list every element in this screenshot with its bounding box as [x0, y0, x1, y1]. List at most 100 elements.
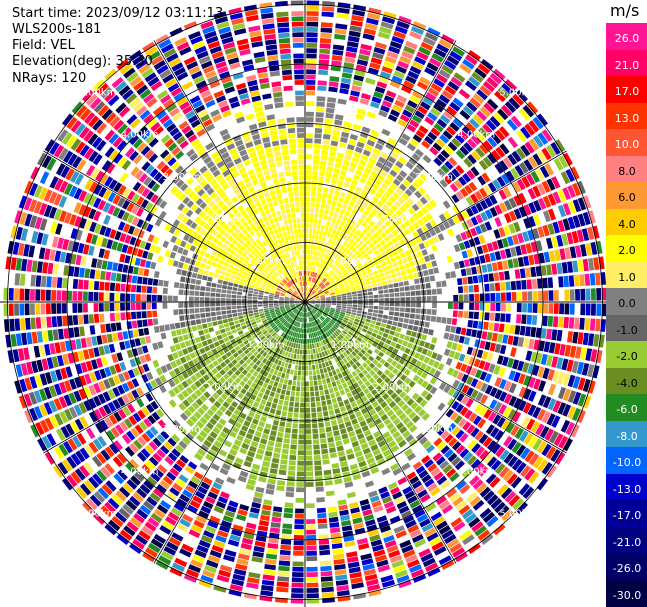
gate-cell	[408, 216, 416, 224]
gate-cell	[536, 113, 548, 127]
gate-cell	[479, 143, 490, 155]
gate-cell	[210, 287, 216, 293]
gate-cell	[264, 389, 271, 396]
gate-cell	[524, 141, 535, 154]
gate-cell	[357, 273, 363, 278]
gate-cell	[482, 156, 493, 168]
gate-cell	[231, 294, 237, 298]
gate-cell	[305, 423, 311, 429]
gate-cell	[389, 330, 395, 336]
gate-cell	[272, 511, 282, 518]
gate-cell	[321, 400, 327, 406]
gate-cell	[472, 320, 479, 329]
gate-cell	[486, 242, 494, 252]
gate-cell	[293, 545, 304, 551]
gate-cell	[346, 491, 356, 499]
gate-cell	[216, 334, 223, 341]
gate-cell	[316, 101, 325, 107]
gate-cell	[393, 282, 399, 288]
gate-cell	[306, 85, 316, 91]
gate-cell	[332, 425, 339, 431]
gate-cell	[406, 268, 412, 274]
gate-cell	[267, 440, 275, 447]
gate-cell	[352, 294, 358, 297]
gate-cell	[436, 118, 448, 129]
gate-cell	[379, 239, 386, 246]
gate-cell	[568, 275, 575, 287]
gate-cell	[387, 232, 395, 240]
gate-cell	[389, 297, 395, 302]
gate-cell	[368, 134, 378, 142]
gate-cell	[425, 315, 431, 322]
gate-cell	[590, 241, 598, 255]
gate-cell	[314, 128, 323, 134]
gate-cell	[346, 392, 353, 399]
gate-cell	[316, 106, 325, 113]
gate-cell	[306, 69, 316, 75]
gate-cell	[41, 275, 47, 288]
gate-cell	[136, 398, 145, 408]
gate-cell	[460, 327, 467, 336]
gate-cell	[321, 144, 329, 151]
gate-cell	[522, 303, 527, 313]
gate-cell	[333, 403, 339, 409]
gate-cell	[518, 192, 527, 204]
gate-cell	[306, 80, 316, 85]
gate-cell	[372, 231, 379, 238]
gate-cell	[404, 219, 412, 227]
gate-cell	[339, 191, 346, 198]
gate-cell	[310, 249, 313, 255]
gate-cell	[433, 103, 444, 113]
gate-cell	[322, 288, 328, 292]
gate-cell	[343, 476, 352, 483]
gate-cell	[552, 316, 559, 328]
gate-cell	[265, 488, 275, 495]
gate-cell	[14, 273, 21, 286]
gate-cell	[581, 363, 590, 376]
gate-cell	[279, 555, 291, 561]
gate-cell	[85, 337, 93, 347]
gate-cell	[335, 574, 348, 581]
gate-cell	[484, 197, 493, 208]
gate-cell	[398, 15, 412, 25]
gate-cell	[453, 302, 459, 310]
gate-cell	[559, 303, 565, 315]
gate-cell	[340, 82, 350, 90]
gate-cell	[550, 142, 561, 155]
gate-cell	[323, 384, 328, 390]
gate-cell	[389, 80, 401, 89]
gate-cell	[440, 149, 450, 159]
gate-cell	[375, 242, 382, 249]
gate-cell	[372, 224, 380, 231]
gate-cell	[494, 163, 504, 174]
gate-cell	[254, 430, 262, 438]
gate-cell	[456, 213, 465, 222]
gate-cell	[329, 150, 336, 157]
gate-cell	[326, 431, 333, 438]
gate-cell	[282, 367, 287, 373]
gate-cell	[561, 358, 569, 371]
gate-cell	[327, 436, 334, 443]
gate-cell	[282, 384, 287, 390]
gate-cell	[487, 182, 497, 193]
gate-cell	[365, 281, 371, 286]
gate-cell	[331, 135, 340, 142]
gate-cell	[310, 202, 315, 208]
gate-cell	[559, 248, 566, 260]
gate-cell	[247, 299, 253, 302]
gate-cell	[552, 221, 560, 234]
gate-cell	[252, 307, 258, 310]
gate-cell	[492, 179, 502, 190]
gate-cell	[387, 320, 393, 325]
gate-cell	[326, 304, 331, 306]
gate-cell	[521, 280, 527, 290]
gate-cell	[387, 114, 398, 123]
gate-cell	[340, 514, 350, 522]
gate-cell	[321, 236, 326, 242]
gate-cell	[306, 101, 315, 107]
gate-cell	[545, 355, 553, 367]
gate-cell	[130, 293, 136, 302]
gate-cell	[78, 279, 84, 290]
gate-cell	[328, 288, 334, 292]
gate-cell	[410, 26, 425, 36]
